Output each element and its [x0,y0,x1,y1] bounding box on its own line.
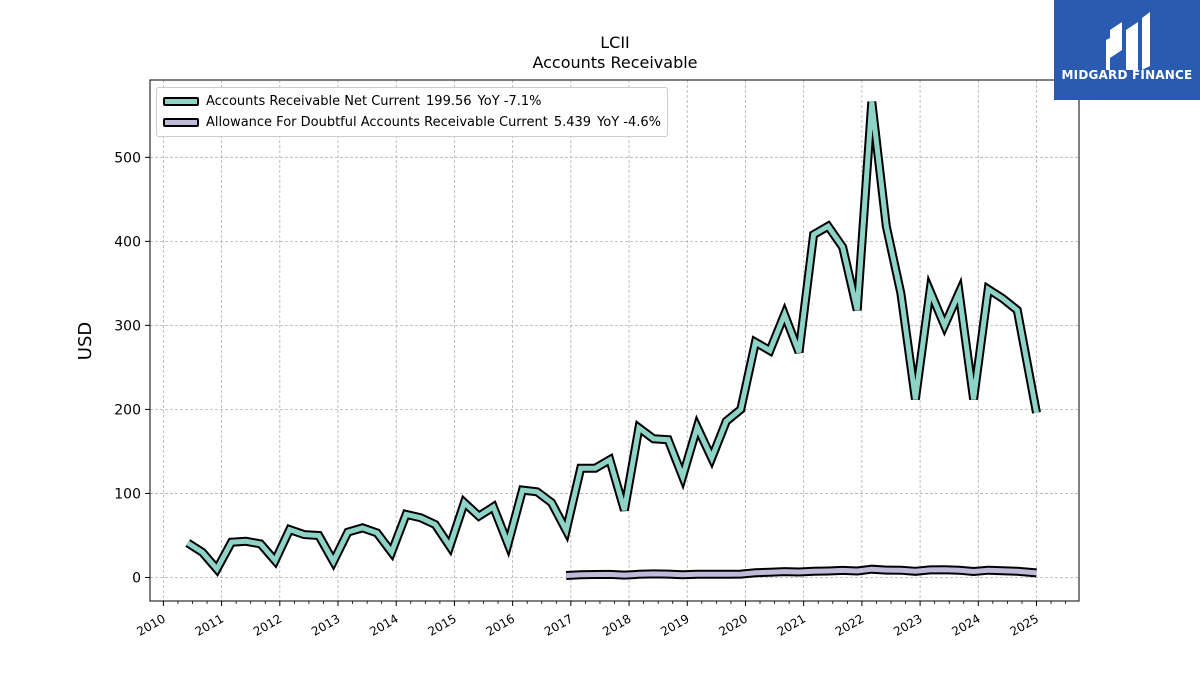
chart-title: LCII [600,33,630,52]
x-tick-label: 2020 [717,611,750,638]
legend-yoy: YoY -7.1% [477,94,542,109]
x-ticks: 2010 2011 2012 2013 2014 2015 2016 2017 2018 2019… [134,601,1067,639]
legend-latest: 5.439 [553,115,592,130]
x-tick-label: 2015 [425,611,458,638]
brand-name: MIDGARD FINANCE [1061,68,1193,82]
y-tick-label: 400 [114,234,141,250]
x-tick-label: 2023 [891,611,924,638]
y-tick-label: 100 [114,486,141,502]
x-tick-label: 2022 [833,611,866,638]
x-tick-label: 2018 [600,611,633,638]
x-tick-label: 2012 [251,611,284,638]
legend-entry: Allowance For Doubtful Accounts Receivab… [163,112,661,133]
series-line [186,101,1039,574]
series-layer [185,101,1041,580]
x-tick-label: 2017 [542,611,575,638]
y-tick-label: 300 [114,318,141,334]
y-ticks: 0 100 200 300 400 500 [114,150,150,586]
x-tick-label: 2024 [949,611,982,638]
legend-swatch-allowance [163,118,199,127]
x-tick-label: 2021 [775,611,808,638]
x-tick-label: 2019 [658,611,691,638]
x-tick-label: 2010 [134,611,167,638]
y-tick-label: 0 [132,570,141,586]
x-tick-label: 2013 [309,611,342,638]
legend: Accounts Receivable Net Current 199.56 Y… [156,87,669,137]
series-line-outline [185,101,1041,577]
legend-yoy: YoY -4.6% [597,115,662,130]
series-line [566,566,1037,578]
x-tick-label: 2011 [193,611,226,638]
chart-subtitle: Accounts Receivable [532,53,697,72]
grid [150,80,1079,601]
y-tick-label: 500 [114,150,141,166]
x-tick-label: 2025 [1008,611,1041,638]
brand-logo: MIDGARD FINANCE [1054,0,1200,100]
legend-swatch-ar [163,97,199,106]
x-tick-label: 2014 [367,611,400,638]
y-axis-label: USD [75,322,96,360]
legend-entry: Accounts Receivable Net Current 199.56 Y… [163,91,661,112]
plot-frame [149,79,1080,602]
midgard-logo-icon [1106,12,1150,70]
legend-label: Accounts Receivable Net Current [206,94,421,109]
y-tick-label: 200 [114,402,141,418]
x-tick-label: 2016 [484,611,517,638]
legend-latest: 199.56 [426,94,472,109]
legend-label: Allowance For Doubtful Accounts Receivab… [206,115,548,130]
